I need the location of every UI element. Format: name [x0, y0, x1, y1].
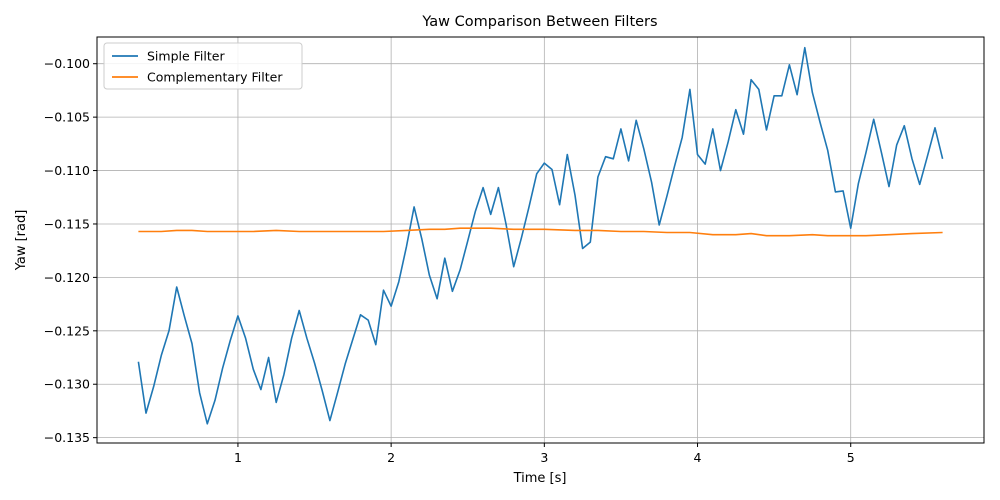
series-line-complementary-filter [138, 227, 943, 237]
y-tick-label: −0.130 [44, 377, 90, 392]
legend-box [103, 42, 303, 90]
axis-ticks: 1 2 3 4 5 −0.135 −0.130 −0.125 −0.120 −0.115 −0.11… [44, 56, 855, 465]
y-tick-label: −0.115 [44, 216, 90, 231]
plot-frame [96, 36, 985, 444]
y-tick-label: −0.120 [44, 270, 90, 285]
y-axis-label: Yaw [rad] [14, 210, 29, 272]
y-tick-label: −0.125 [44, 323, 90, 338]
x-tick-label: 4 [694, 450, 702, 465]
y-tick-label: −0.110 [44, 163, 90, 178]
y-tick-label: −0.100 [44, 56, 90, 71]
grid [97, 37, 984, 443]
series-lines [137, 46, 944, 425]
series-line-simple-filter [137, 46, 944, 425]
y-tick-label: −0.135 [44, 430, 90, 445]
x-tick-label: 3 [540, 450, 548, 465]
x-tick-label: 5 [847, 450, 855, 465]
x-tick-label: 2 [387, 450, 395, 465]
y-tick-label: −0.105 [44, 110, 90, 125]
chart-title: Yaw Comparison Between Filters [421, 14, 657, 30]
legend-label: Complementary Filter [147, 70, 283, 85]
x-axis-label: Time [s] [513, 471, 567, 486]
x-tick-label: 1 [234, 450, 242, 465]
legend: Simple Filter Complementary Filter [103, 42, 303, 90]
legend-label: Simple Filter [147, 49, 225, 64]
